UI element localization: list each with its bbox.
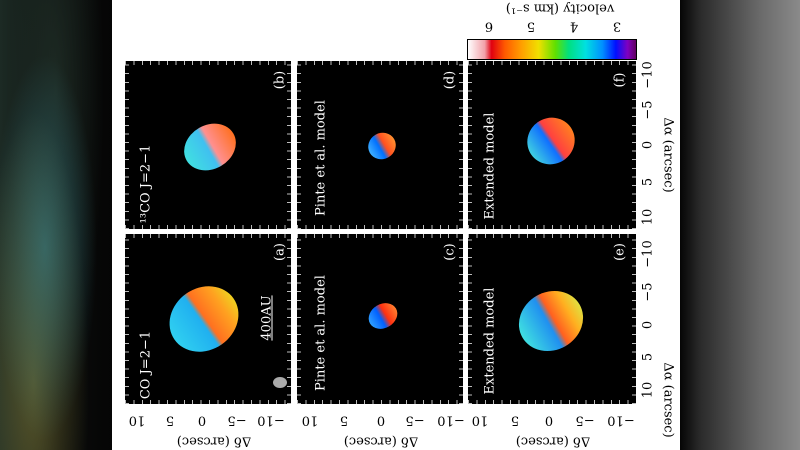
panel-c-title: Pinte et al. model <box>313 275 329 391</box>
dec-tick: 0 <box>197 412 207 428</box>
scale-bar-label: 400AU <box>259 295 275 341</box>
colorbar-tick: 4 <box>569 18 579 34</box>
panel-d-title: Pinte et al. model <box>313 100 329 216</box>
velocity-colorbar <box>467 39 637 60</box>
panel-e-title: Extended model <box>482 287 498 395</box>
panel-b-tag: (b) <box>272 70 288 90</box>
blurred-background-left <box>0 0 112 450</box>
panel-f-title: Extended model <box>482 112 498 220</box>
dec-tick: −10 <box>607 412 635 428</box>
dec-tick: −10 <box>257 412 285 428</box>
colorbar-tick: 5 <box>526 18 536 34</box>
panel-e-tag: (e) <box>612 243 628 261</box>
dec-tick: −5 <box>227 412 247 428</box>
dec-tick: −5 <box>405 412 425 428</box>
colorbar-label: velocity (km s⁻¹) <box>505 0 615 16</box>
ra-tick: −5 <box>640 282 656 302</box>
ra-tick: 0 <box>640 140 656 150</box>
panel-e <box>467 233 637 405</box>
panel-a-title: CO J=2−1 <box>138 330 154 400</box>
ra-tick: −10 <box>640 61 656 89</box>
dec-axis-label: Δδ (arcsec) <box>176 433 252 449</box>
panel-d-tag: (d) <box>442 70 458 90</box>
panel-b-title: ¹³CO J=2−1 <box>138 144 154 224</box>
dec-tick: −10 <box>437 412 465 428</box>
dec-tick: 0 <box>376 412 386 428</box>
dec-tick: 5 <box>510 412 520 428</box>
ra-axis-label: Δα (arcsec) <box>660 362 676 438</box>
ra-tick: 5 <box>640 352 656 362</box>
dec-tick: 10 <box>301 412 319 428</box>
ra-tick: −5 <box>640 100 656 120</box>
ra-tick: 10 <box>640 381 656 399</box>
dec-axis-label: Δδ (arcsec) <box>343 433 419 449</box>
panel-f-tag: (f) <box>612 72 628 88</box>
beam-ellipse <box>273 377 287 388</box>
dec-tick: 10 <box>471 412 489 428</box>
colorbar-tick: 6 <box>484 18 494 34</box>
dec-tick: 0 <box>544 412 554 428</box>
dec-tick: −5 <box>575 412 595 428</box>
dec-tick: 5 <box>165 412 175 428</box>
panel-c-tag: (c) <box>442 243 458 261</box>
ra-tick: 0 <box>640 320 656 330</box>
panel-a-tag: (a) <box>272 243 288 261</box>
ra-tick: −10 <box>640 240 656 268</box>
ra-tick: 10 <box>640 208 656 226</box>
ra-axis-label: Δα (arcsec) <box>660 117 676 193</box>
dec-axis-label: Δδ (arcsec) <box>515 433 591 449</box>
dec-tick: 5 <box>339 412 349 428</box>
colorbar-tick: 3 <box>612 18 622 34</box>
ra-tick: 5 <box>640 177 656 187</box>
dec-tick: 10 <box>128 412 146 428</box>
